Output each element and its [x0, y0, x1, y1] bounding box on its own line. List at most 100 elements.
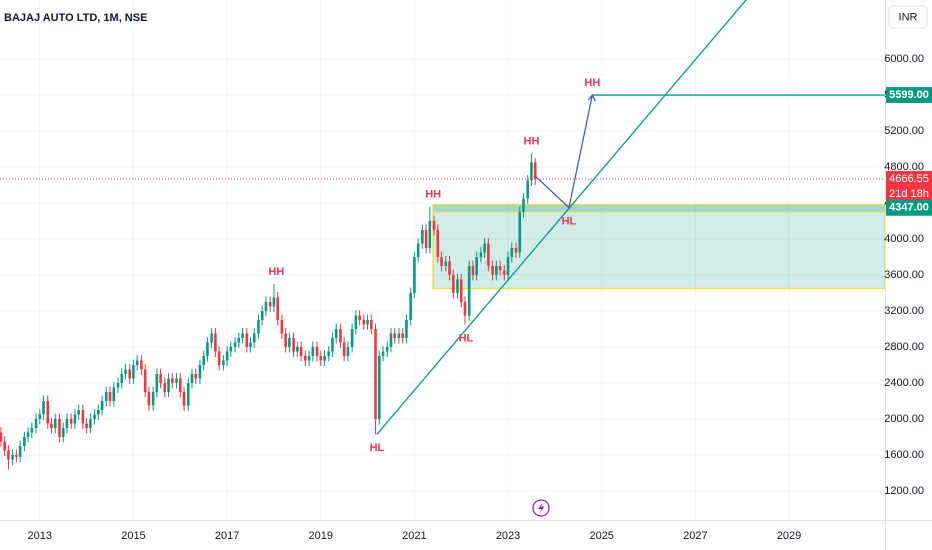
candle-body: [381, 351, 385, 356]
annotation: HL: [370, 442, 385, 454]
chart-title: BAJAJ AUTO LTD, 1M, NSE: [4, 12, 147, 24]
price-label-box: [886, 87, 932, 104]
candle-body: [178, 378, 182, 393]
candle-body: [140, 360, 143, 370]
candle-body: [233, 342, 237, 347]
x-tick-label: 2013: [28, 530, 52, 542]
candle-body: [30, 428, 34, 433]
annotation: HH: [524, 135, 540, 147]
candle-body: [206, 342, 209, 356]
candle-body: [42, 401, 45, 415]
candle-body: [104, 392, 108, 402]
y-tick-label: 4800.00: [884, 161, 924, 173]
candle-body: [69, 419, 73, 424]
currency-box[interactable]: [888, 5, 928, 29]
candle-body: [299, 346, 303, 356]
axes: 1200.00 1600.00 2000.00 2400.00 2800.00 3200.…: [28, 53, 932, 542]
candle-body: [3, 441, 6, 451]
candle-body: [280, 319, 284, 334]
x-tick-label: 2021: [402, 530, 426, 542]
candle-body: [530, 162, 533, 181]
candle-body: [506, 256, 510, 275]
price-label: 5599.00: [889, 89, 929, 101]
candle-body: [374, 328, 377, 420]
candle-body: [26, 432, 30, 438]
candle-body: [495, 265, 498, 275]
candle-body: [307, 355, 311, 361]
candle-body: [163, 383, 167, 393]
candle-body: [135, 360, 139, 365]
candle-body: [257, 319, 260, 334]
candle-body: [186, 383, 190, 406]
candle-body: [471, 265, 475, 275]
candle-body: [510, 247, 514, 257]
candle-body: [522, 198, 525, 212]
candle-body: [276, 297, 279, 320]
candle-body: [260, 310, 264, 320]
candle-body: [346, 346, 350, 356]
candle-body: [288, 337, 291, 347]
candle-body: [116, 383, 120, 388]
candle-body: [46, 401, 50, 424]
candle-body: [393, 333, 397, 338]
currency[interactable]: INR: [899, 11, 918, 23]
candle-body: [296, 346, 299, 352]
annotation: HH: [268, 266, 284, 278]
candle-body: [401, 333, 404, 338]
candle-body: [58, 419, 61, 438]
candle-body: [237, 337, 241, 343]
y-tick-label: 4000.00: [884, 233, 924, 245]
candle-body: [159, 374, 162, 384]
candle-body: [143, 369, 147, 393]
price-label-box: [886, 170, 932, 203]
candle-body: [413, 256, 416, 293]
candle-body: [397, 333, 401, 338]
candle-body: [249, 342, 252, 347]
candle-body: [210, 333, 213, 343]
candle-body: [268, 301, 272, 307]
event-icon[interactable]: [532, 499, 550, 517]
candle-body: [100, 401, 104, 411]
candle-body: [432, 220, 436, 230]
candle-body: [61, 428, 65, 438]
y-tick-label: 2400.00: [884, 377, 924, 389]
candle-body: [354, 315, 358, 329]
y-tick-label: 3600.00: [884, 269, 924, 281]
candle-body: [132, 364, 135, 379]
candle-body: [11, 455, 14, 460]
candle-body: [463, 301, 467, 316]
x-tick-label: 2025: [589, 530, 613, 542]
candle-body: [202, 355, 205, 365]
price-label: 4666.55: [889, 173, 929, 185]
x-tick-label: 2017: [215, 530, 239, 542]
candle-body: [264, 301, 268, 311]
candle-body: [409, 292, 412, 320]
annotation: HL: [562, 216, 577, 228]
candle-body: [467, 265, 471, 316]
y-tick-label: 5200.00: [884, 125, 924, 137]
candle-body: [34, 419, 38, 429]
candle-body: [23, 437, 26, 447]
candle-body: [518, 211, 522, 253]
candle-body: [342, 342, 346, 356]
candle-body: [225, 351, 229, 361]
annotation: HH: [584, 77, 600, 89]
y-tick-label: 2800.00: [884, 341, 924, 353]
candle-body: [459, 279, 463, 302]
candle-body: [487, 243, 490, 266]
candle-body: [252, 333, 256, 343]
price-label-box: [886, 199, 932, 216]
candle-body: [108, 392, 112, 402]
candle-body: [503, 270, 506, 275]
candle-body: [85, 423, 88, 429]
candle-body: [331, 337, 334, 352]
candle-body: [366, 319, 369, 325]
candle-body: [428, 220, 432, 248]
candle-body: [451, 274, 455, 293]
candle-body: [334, 328, 338, 338]
candle-body: [350, 328, 354, 347]
candle-body: [214, 333, 217, 352]
candle-body: [190, 374, 194, 384]
candle-body: [358, 315, 361, 320]
